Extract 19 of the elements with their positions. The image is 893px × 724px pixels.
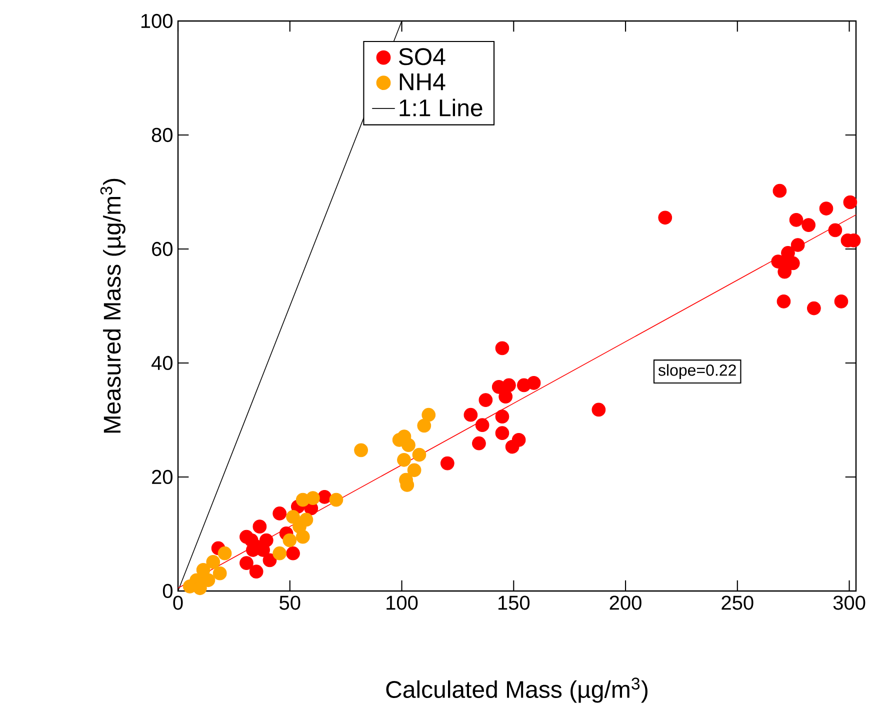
y-tick-label: 40: [152, 356, 172, 370]
y-tick-label: 0: [162, 584, 172, 598]
x-tick-label: 250: [722, 596, 754, 610]
x-tick-label: 300: [833, 596, 866, 610]
legend-label: 1:1 Line: [400, 98, 482, 116]
x-axis-title: Calculated Mass (µg/m$^{3}$): [386, 678, 648, 703]
x-tick-label: 100: [386, 596, 418, 610]
annotation: slope=0.22: [658, 364, 736, 380]
y-axis-title: Measured Mass (µg/m$^{3}$): [100, 178, 126, 433]
x-tick-label: 200: [610, 596, 642, 610]
y-tick-label: 20: [152, 470, 172, 484]
legend-label: NH4: [400, 74, 446, 90]
y-tick-label: 60: [152, 242, 172, 256]
y-tick-label: 100: [141, 14, 172, 28]
legend-label: SO4: [399, 48, 446, 66]
x-tick-label: 50: [280, 596, 300, 610]
x-tick-label: 0: [173, 596, 183, 610]
y-tick-label: 80: [152, 128, 172, 142]
x-tick-label: 150: [498, 596, 530, 610]
